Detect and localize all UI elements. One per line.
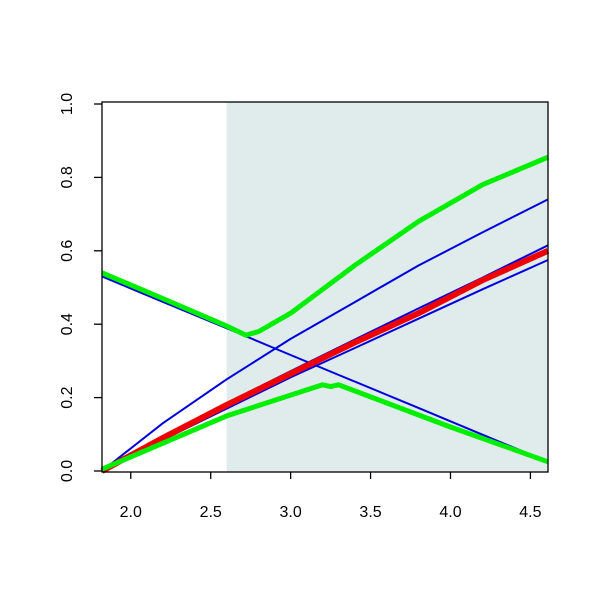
series-line (101, 154, 549, 338)
series-line (101, 275, 549, 463)
x-tick-label: 3.5 (359, 504, 381, 521)
y-tick-label: 0.2 (59, 386, 76, 408)
x-tick-label: 3.0 (280, 504, 302, 521)
shaded-region (226, 102, 548, 472)
plot-frame (101, 101, 549, 473)
x-tick-label: 4.5 (519, 504, 541, 521)
x-tick-label: 2.5 (200, 504, 222, 521)
series-line (101, 198, 549, 472)
y-tick-label: 0.6 (59, 240, 76, 262)
y-tick-label: 0.0 (59, 460, 76, 482)
series-line (101, 382, 549, 472)
x-tick-label: 4.0 (439, 504, 461, 521)
y-tick-label: 1.0 (59, 93, 76, 115)
series-line (100, 248, 550, 474)
x-tick-label: 2.0 (120, 504, 142, 521)
y-tick-label: 0.4 (59, 313, 76, 335)
y-tick-label: 0.8 (59, 166, 76, 188)
